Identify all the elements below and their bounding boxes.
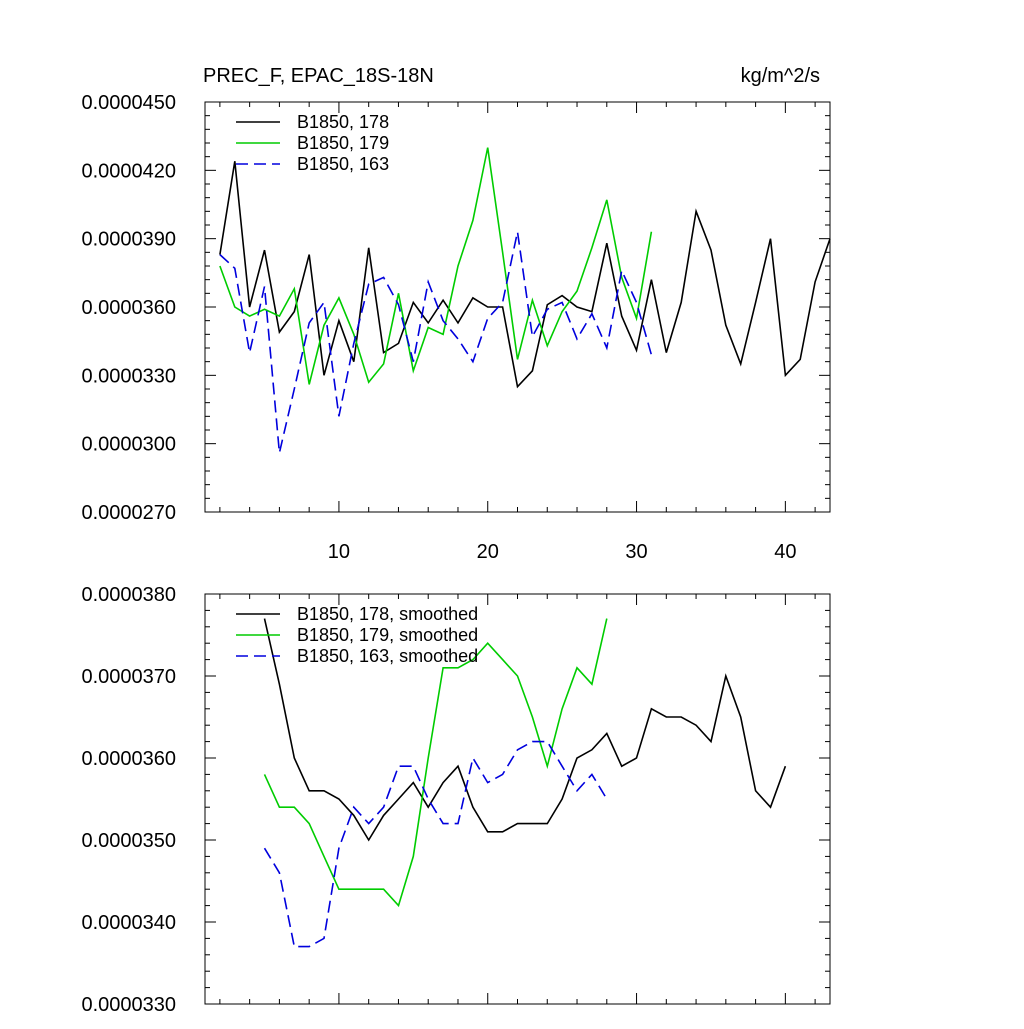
legend-label-1: B1850, 178	[297, 112, 389, 132]
series-line-3	[219, 231, 653, 453]
legend-label-3: B1850, 163	[297, 154, 389, 174]
y-tick-label: 0.0000300	[81, 434, 176, 456]
series-line-1	[263, 618, 787, 842]
x-tick-label: 30	[625, 541, 647, 563]
y-tick-label: 0.0000420	[81, 160, 176, 182]
y-tick-label: 0.0000360	[81, 297, 176, 319]
chart-title: PREC_F, EPAC_18S-18N	[203, 65, 434, 87]
y-tick-label: 0.0000330	[81, 365, 176, 387]
y-tick-label: 0.0000350	[81, 830, 176, 852]
series-line-3	[263, 740, 608, 948]
x-tick-label: 20	[477, 541, 499, 563]
y-tick-label: 0.0000380	[81, 584, 176, 606]
legend-label-1: B1850, 178, smoothed	[297, 604, 478, 624]
y-tick-label: 0.0000370	[81, 666, 176, 688]
x-tick-label: 40	[774, 541, 796, 563]
legend-label-2: B1850, 179, smoothed	[297, 625, 478, 645]
series-line-1	[219, 161, 831, 389]
series-line-2	[219, 147, 653, 385]
chart-panel-2: 0.0000330 0.0000340 0.0000350 0.0000360 0.00…	[81, 584, 831, 1016]
y-tick-label: 0.0000450	[81, 92, 176, 114]
legend-label-3: B1850, 163, smoothed	[297, 646, 478, 666]
y-tick-label: 0.0000270	[81, 502, 176, 524]
chart-units: kg/m^2/s	[741, 65, 820, 87]
chart-panel-1: 0.0000270 0.0000300 0.0000330 0.0000360 0.00…	[81, 65, 831, 563]
legend-label-2: B1850, 179	[297, 133, 389, 153]
x-tick-label: 10	[328, 541, 350, 563]
y-tick-label: 0.0000390	[81, 229, 176, 251]
series-line-2	[263, 618, 608, 908]
y-tick-label: 0.0000340	[81, 912, 176, 934]
y-tick-label: 0.0000360	[81, 748, 176, 770]
y-tick-label: 0.0000330	[81, 994, 176, 1016]
